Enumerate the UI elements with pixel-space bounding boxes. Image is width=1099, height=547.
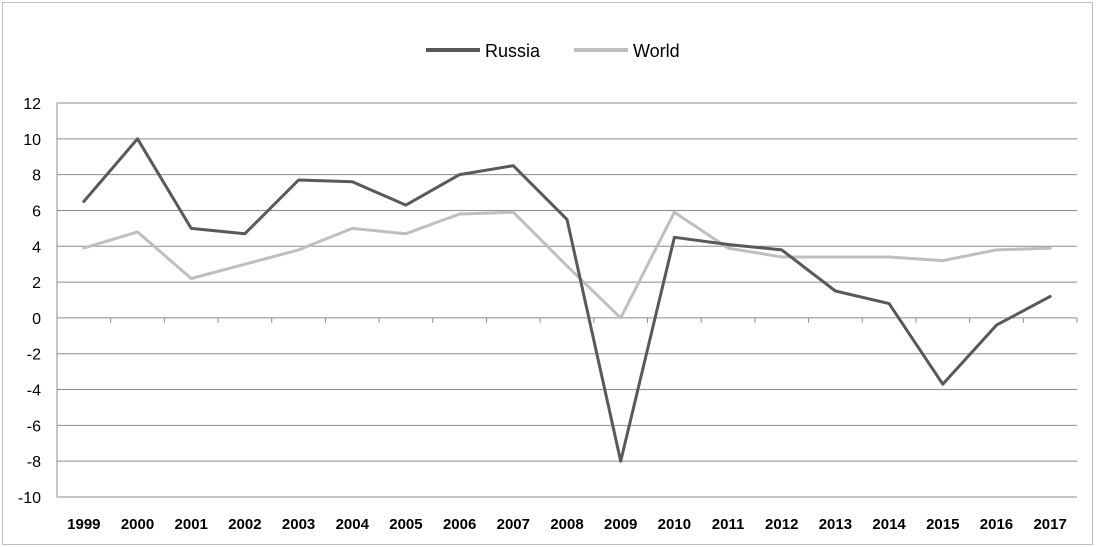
x-tick-label: 2004 bbox=[336, 516, 370, 533]
x-tick-label: 2003 bbox=[282, 516, 315, 533]
series-line-russia bbox=[82, 137, 1052, 463]
x-axis-ticks: 1999 2000 2001 2002 2003 2004 2005 2006 2007 2008… bbox=[67, 516, 1067, 533]
x-tick-label: 2009 bbox=[604, 516, 637, 533]
x-tick-label: 2015 bbox=[926, 516, 959, 533]
axes bbox=[56, 103, 1078, 497]
y-tick-label: 2 bbox=[32, 275, 41, 292]
x-tick-label: 2006 bbox=[443, 516, 476, 533]
x-tick-label: 2013 bbox=[819, 516, 852, 533]
gridlines bbox=[57, 102, 1077, 498]
series-lines bbox=[82, 137, 1052, 463]
x-tick-label: 2017 bbox=[1033, 516, 1066, 533]
y-tick-label: 12 bbox=[23, 96, 41, 113]
y-tick-label: 0 bbox=[32, 311, 41, 328]
x-tick-label: 2012 bbox=[765, 516, 798, 533]
x-tick-label: 2001 bbox=[175, 516, 208, 533]
y-tick-label: -4 bbox=[27, 383, 41, 400]
series-line-world bbox=[82, 210, 1052, 320]
x-tick-label: 2011 bbox=[712, 516, 745, 533]
legend-label-russia: Russia bbox=[485, 41, 541, 61]
y-tick-label: 4 bbox=[32, 239, 41, 256]
x-tick-label: 2008 bbox=[550, 516, 583, 533]
x-tick-label: 2007 bbox=[497, 516, 530, 533]
x-tick-label: 2014 bbox=[872, 516, 906, 533]
y-axis-ticks: 12 10 8 6 4 2 0 -2 -4 -6 -8 -10 bbox=[18, 96, 41, 507]
y-tick-label: 10 bbox=[23, 132, 41, 149]
legend-label-world: World bbox=[633, 41, 680, 61]
x-tick-label: 2010 bbox=[658, 516, 691, 533]
y-tick-label: -8 bbox=[27, 454, 41, 471]
legend: Russia World bbox=[426, 41, 680, 61]
y-tick-label: -2 bbox=[27, 347, 41, 364]
x-tick-label: 1999 bbox=[67, 516, 100, 533]
y-tick-label: -6 bbox=[27, 418, 41, 435]
x-tick-label: 2016 bbox=[980, 516, 1013, 533]
y-tick-label: -10 bbox=[18, 490, 41, 507]
y-tick-label: 8 bbox=[32, 168, 41, 185]
x-tick-label: 2000 bbox=[121, 516, 154, 533]
x-tick-label: 2005 bbox=[389, 516, 422, 533]
x-tick-label: 2002 bbox=[228, 516, 261, 533]
y-tick-label: 6 bbox=[32, 203, 41, 220]
